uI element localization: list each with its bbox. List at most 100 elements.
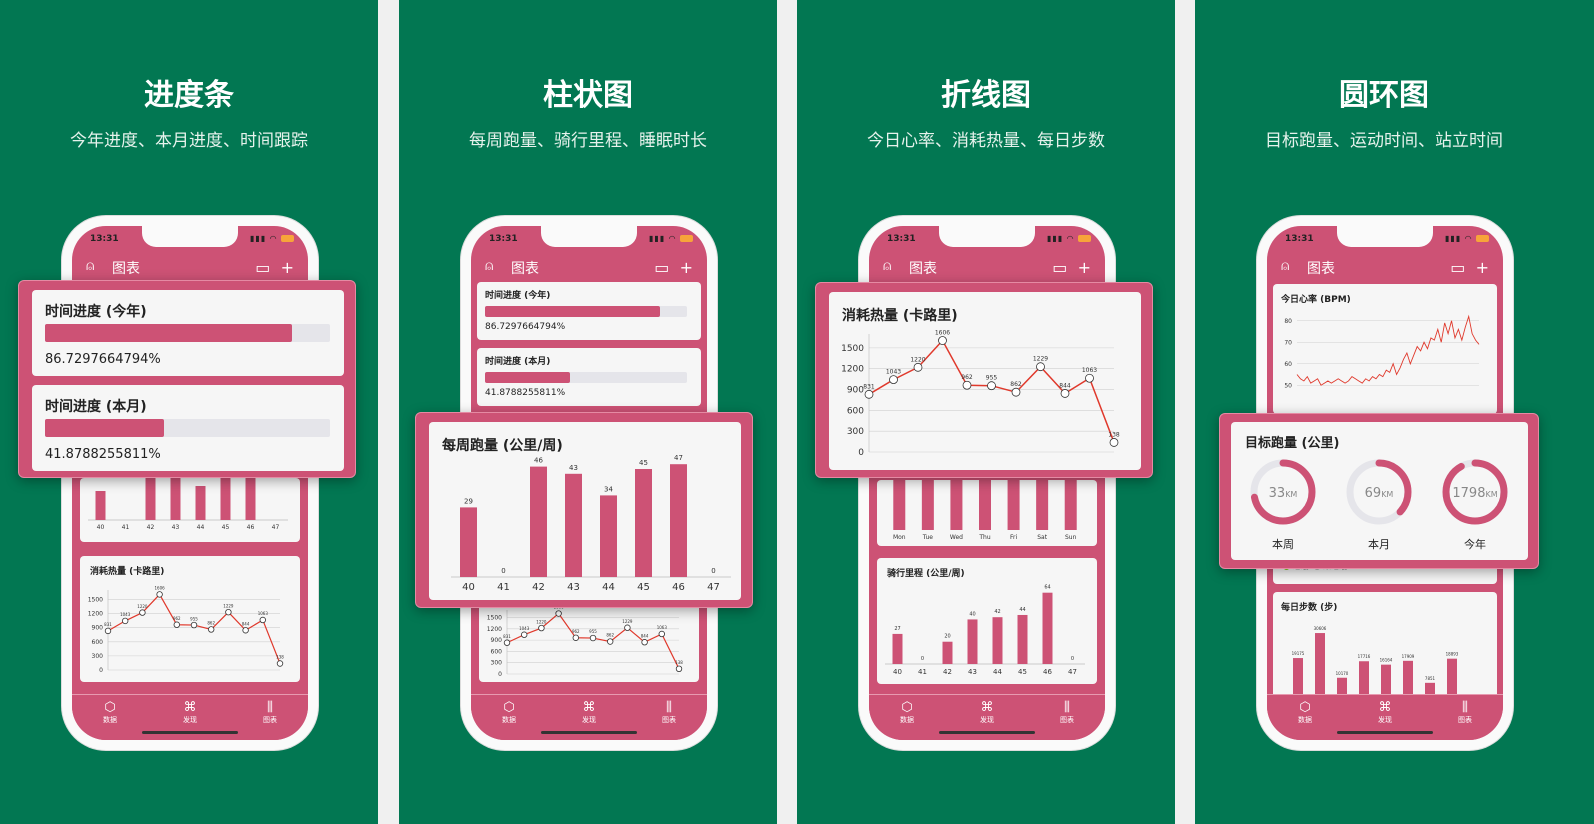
bar-category-label: Sun xyxy=(1065,534,1077,541)
notch xyxy=(142,226,238,247)
month-progress-value: 41.8788255811% xyxy=(485,388,566,398)
calories-title: 消耗热量 (卡路里) xyxy=(90,567,165,577)
steps-title: 每日步数 (步) xyxy=(1281,603,1338,613)
bar-category-label: Fri xyxy=(1010,534,1017,541)
home-indicator xyxy=(142,731,238,734)
bar-category-label: 45 xyxy=(222,524,230,531)
data-label: 955 xyxy=(589,629,597,634)
user-icon[interactable]: ⍝ xyxy=(485,258,494,274)
bar-value-label: 44 xyxy=(1019,607,1025,613)
tab-discover[interactable]: ⌘ 发现 xyxy=(160,701,220,725)
data-point xyxy=(606,638,614,645)
bar-category-label: 44 xyxy=(602,582,615,593)
bar xyxy=(893,480,906,530)
heart-rate-chart: 50 60 70 80 xyxy=(1284,314,1480,389)
ring-unit: KM xyxy=(1485,490,1497,499)
bar-value-label: 30606 xyxy=(1314,626,1327,631)
data-label: 1606 xyxy=(155,586,166,591)
data-label: 1043 xyxy=(519,626,530,631)
y-tick-label: 0 xyxy=(858,448,864,458)
data-label: 962 xyxy=(572,629,580,634)
tab-discover[interactable]: ⌘ 发现 xyxy=(957,701,1017,725)
y-tick-label: 1200 xyxy=(841,365,864,375)
bar xyxy=(1042,592,1053,664)
user-icon[interactable]: ⍝ xyxy=(86,258,95,274)
year-progress-fill xyxy=(45,324,293,342)
bar xyxy=(892,633,903,664)
status-time: 13:31 xyxy=(1285,234,1314,244)
tab-data[interactable]: ⬡ 数据 xyxy=(80,701,140,725)
layout-icon[interactable]: ▭ xyxy=(654,258,670,277)
month-progress-label: 时间进度 (本月) xyxy=(485,357,551,367)
tab-discover[interactable]: ⌘ 发现 xyxy=(559,701,619,725)
ring-label: 本月 xyxy=(1368,537,1390,551)
y-tick-label: 600 xyxy=(491,648,503,655)
plus-icon[interactable]: + xyxy=(679,258,693,277)
sleep-card: Mon Tue Wed Thu Fri Sat Sun xyxy=(877,480,1097,546)
plus-icon[interactable]: + xyxy=(1475,258,1489,277)
battery-icon xyxy=(680,235,693,242)
calories-card: 消耗热量 (卡路里) 0 300 600 900 1200 1500 831 1043 1220… xyxy=(80,556,300,682)
tab-data[interactable]: ⬡ 数据 xyxy=(479,701,539,725)
layout-icon[interactable]: ▭ xyxy=(255,258,271,277)
panel-title: 折线图 xyxy=(941,78,1031,113)
cube-icon: ⬡ xyxy=(503,700,515,715)
data-point xyxy=(589,634,597,642)
data-point xyxy=(122,617,129,625)
tab-charts[interactable]: ⫼ 图表 xyxy=(639,701,699,725)
weekly-run-title: 每周跑量 (公里/周) xyxy=(442,438,563,454)
tab-charts[interactable]: ⫼ 图表 xyxy=(1435,701,1495,725)
user-icon[interactable]: ⍝ xyxy=(1281,258,1290,274)
tab-label: 发现 xyxy=(183,716,197,724)
calories-overlay: 消耗热量 (卡路里) 0 300 600 900 1200 1500 831 1043 1220… xyxy=(815,282,1153,478)
data-label: 138 xyxy=(675,660,683,665)
command-icon: ⌘ xyxy=(1378,700,1392,715)
tab-charts[interactable]: ⫼ 图表 xyxy=(240,701,300,725)
tab-charts[interactable]: ⫼ 图表 xyxy=(1037,701,1097,725)
panel-ring: 圆环图 目标跑量、运动时间、站立时间 13:31 ▮▮▮ ◠ ⍝ 图表 ▭ + 今日心… xyxy=(1195,0,1594,824)
data-label: 831 xyxy=(503,634,511,639)
data-label: 844 xyxy=(641,633,649,638)
tab-label: 发现 xyxy=(582,716,596,724)
notch xyxy=(939,226,1035,247)
layout-icon[interactable]: ▭ xyxy=(1450,258,1466,277)
bar xyxy=(1359,661,1369,700)
data-point xyxy=(675,665,683,673)
notch xyxy=(1337,226,1433,247)
data-point xyxy=(1085,373,1094,383)
bar-category-label: Thu xyxy=(978,534,990,541)
bar-value-label: 7851 xyxy=(1425,676,1436,681)
heart-rate-title: 今日心率 (BPM) xyxy=(1281,295,1351,305)
bar-value-label: 64 xyxy=(1044,585,1050,591)
command-icon: ⌘ xyxy=(980,700,994,715)
user-icon[interactable]: ⍝ xyxy=(883,258,892,274)
bar xyxy=(1064,480,1077,530)
bar-value-label: 17909 xyxy=(1402,654,1415,659)
y-tick-label: 300 xyxy=(847,427,864,437)
data-label: 1220 xyxy=(137,604,148,609)
tab-data[interactable]: ⬡ 数据 xyxy=(1275,701,1335,725)
tab-discover[interactable]: ⌘ 发现 xyxy=(1355,701,1415,725)
bar xyxy=(1315,633,1325,700)
chart-icon: ⫼ xyxy=(666,700,672,715)
data-label: 862 xyxy=(606,633,614,638)
weekly-run-chart: 29 40 0 41 46 42 43 43 34 44 45 45 47 46 0 47 xyxy=(451,454,731,593)
panel-title: 进度条 xyxy=(144,78,234,113)
home-indicator xyxy=(541,731,637,734)
data-label: 138 xyxy=(1108,431,1120,438)
data-point xyxy=(104,627,112,635)
tab-label: 数据 xyxy=(502,716,516,724)
data-point xyxy=(156,591,163,598)
y-tick-label: 1500 xyxy=(487,615,502,622)
plus-icon[interactable]: + xyxy=(1077,258,1091,277)
layout-icon[interactable]: ▭ xyxy=(1052,258,1068,277)
nav-title: 图表 xyxy=(1307,261,1335,277)
plus-icon[interactable]: + xyxy=(280,258,294,277)
bar-value-label: 43 xyxy=(569,464,578,472)
data-point xyxy=(259,616,266,624)
year-progress-track xyxy=(485,306,687,317)
steps-card: 每日步数 (步) 19175 30606 10170 17716 16164 17909 7… xyxy=(1273,592,1497,702)
calories-card: 消耗热量 (卡路里) 0 300 600 900 1200 1500 831 1043 1220… xyxy=(829,292,1141,470)
tab-data[interactable]: ⬡ 数据 xyxy=(877,701,937,725)
